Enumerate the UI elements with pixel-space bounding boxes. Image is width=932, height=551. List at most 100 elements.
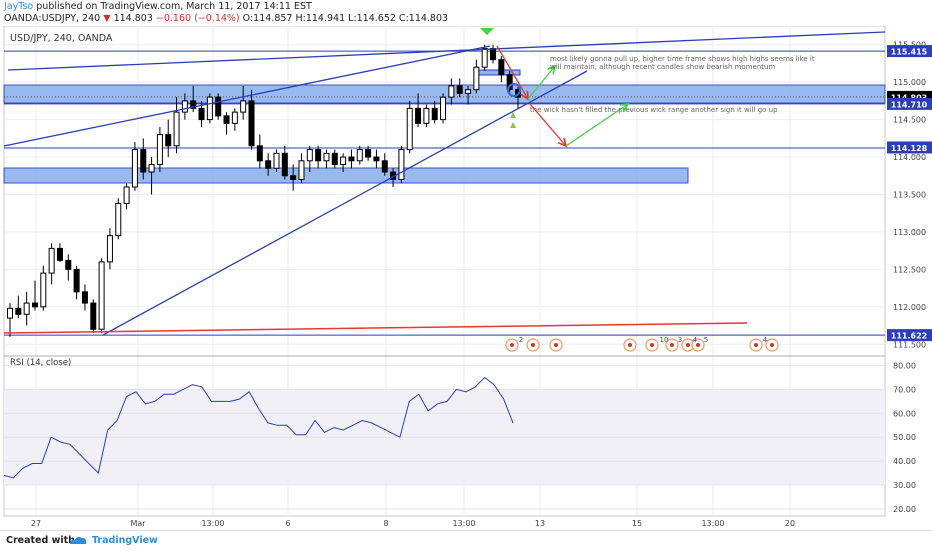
bear-candle: [223, 115, 230, 124]
time-tick-label: 13:00: [701, 519, 724, 528]
bull-candle: [356, 149, 363, 162]
price-tick-label: 111.500: [893, 340, 926, 349]
bear-candle: [348, 156, 355, 162]
candle-series: [7, 44, 521, 337]
bear-candle: [31, 302, 38, 308]
ohlc-values: O:114.857 H:114.941 L:114.652 C:114.803: [242, 13, 449, 24]
bull-candle: [323, 152, 330, 162]
annotation-text-2: the wick hasn't filled the previous wick…: [530, 106, 778, 114]
highlight-circle: [507, 83, 521, 97]
time-tick-label: 13: [535, 519, 545, 528]
price-tag-label: 115.415: [891, 48, 928, 57]
calendar-event-dot: [686, 343, 690, 347]
event-count-label: 4: [693, 336, 698, 344]
bull-candle: [148, 164, 155, 173]
green-marker-icon: [480, 28, 494, 35]
bull-arrow: [527, 66, 555, 100]
bull-candle: [340, 156, 347, 166]
event-count-label: 10: [660, 336, 669, 344]
bear-candle: [315, 149, 322, 162]
bear-candle: [215, 96, 222, 117]
time-tick-label: 8: [383, 519, 388, 528]
time-tick-label: 13:00: [452, 519, 475, 528]
bear-candle: [415, 107, 422, 124]
last-price: 114.803: [113, 13, 153, 24]
calendar-event-dot: [770, 343, 774, 347]
event-count-label: 3: [678, 336, 682, 344]
author-link[interactable]: JayTso: [4, 1, 34, 12]
bear-candle: [373, 156, 380, 162]
bull-candle: [23, 302, 30, 315]
price-tag-label: 111.622: [891, 332, 927, 341]
bull-candle: [306, 149, 313, 162]
price-tick-label: 112.500: [893, 265, 926, 274]
bull-candle: [7, 307, 13, 319]
time-tick-label: 15: [632, 519, 642, 528]
bear-candle: [73, 268, 80, 293]
bull-candle: [406, 107, 413, 151]
bull-candle: [398, 149, 405, 181]
bull-candle: [440, 96, 447, 121]
bull-candle: [115, 202, 122, 237]
bull-candle: [231, 111, 238, 124]
rsi-line: [3, 376, 514, 479]
price-tick-label: 114.000: [893, 153, 926, 162]
bear-candle: [456, 85, 463, 94]
trendline-top: [7, 31, 886, 71]
rsi-tick-label: 70.00: [893, 385, 916, 394]
bear-candle: [198, 107, 205, 121]
price-axis[interactable]: 111.500 112.000 112.500 113.000 113.500 114.0…: [893, 41, 926, 350]
time-tick-label: 27: [31, 519, 41, 528]
price-tick-label: 115.000: [893, 78, 926, 87]
support-resistance-zones: [3, 69, 886, 184]
bear-candle: [90, 302, 97, 330]
tradingview-brand[interactable]: TradingView: [92, 535, 158, 546]
calendar-event-dot: [531, 343, 535, 347]
bear-candle: [265, 160, 272, 169]
price-chart[interactable]: most likely gonna pull up, higher time f…: [0, 26, 932, 530]
calendar-event-dot: [650, 343, 654, 347]
bear-candle: [81, 291, 88, 304]
bear-candle: [56, 247, 63, 261]
bear-arrow: [529, 103, 566, 146]
rsi-pane: 20.00 30.00 40.00 50.00 60.00 70.00 80.00: [3, 355, 916, 514]
bear-candle: [256, 145, 263, 162]
bull-candle: [131, 149, 138, 188]
bear-candle: [365, 149, 372, 158]
symbol-line: OANDA:USDJPY, 240 ▼ 114.803 −0.160 (−0.1…: [4, 13, 448, 24]
time-tick-label: 20: [785, 519, 795, 528]
bear-candle: [431, 107, 438, 121]
chart-title: USD/JPY, 240, OANDA: [10, 33, 113, 44]
symbol-text: OANDA:USDJPY, 240: [4, 13, 101, 24]
annotations: most likely gonna pull up, higher time f…: [530, 55, 815, 114]
published-text: published on TradingView.com, March 11, …: [36, 1, 312, 12]
annotation-text-1-line-1: most likely gonna pull up, higher time f…: [550, 55, 815, 63]
bull-candle: [481, 47, 488, 68]
bull-candle: [206, 96, 213, 121]
event-count-label: 2: [519, 336, 523, 344]
trendline-support: [102, 70, 588, 336]
signal-triangle-icon: [510, 122, 516, 128]
annotation-text-1-line-2: will maintain, although recent candles s…: [550, 63, 775, 71]
price-change: −0.160 (−0.14%): [155, 13, 240, 24]
bull-candle: [181, 100, 188, 113]
bull-candle: [465, 89, 472, 94]
price-tag-label: 114.710: [891, 100, 928, 109]
bull-candle: [106, 235, 113, 263]
bull-candle: [273, 152, 280, 169]
rsi-tick-label: 60.00: [893, 409, 916, 418]
calendar-event-dot: [696, 343, 700, 347]
price-tick-label: 113.000: [893, 228, 926, 237]
event-markers: 2 10 3 4 5 4: [505, 336, 779, 352]
bull-candle: [173, 111, 180, 147]
bear-candle: [65, 259, 72, 270]
bear-candle: [248, 100, 255, 147]
created-with-text: Created with: [6, 535, 75, 546]
price-tick-label: 114.500: [893, 116, 926, 125]
chart-header: JayTso published on TradingView.com, Mar…: [0, 0, 932, 26]
time-axis[interactable]: 27 Mar 13:00 6 8 13:00 13 15 13:00 20: [31, 519, 795, 528]
bear-candle: [140, 149, 147, 173]
bull-candle: [123, 186, 130, 204]
bear-candle: [15, 307, 22, 315]
